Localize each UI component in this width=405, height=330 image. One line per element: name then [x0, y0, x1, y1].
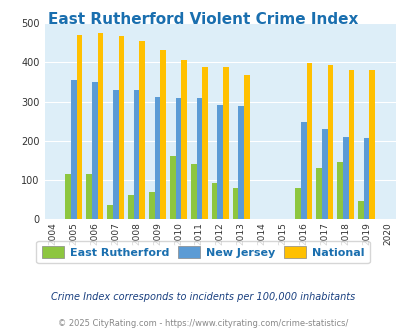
Bar [363, 138, 369, 219]
Bar [65, 174, 71, 219]
Bar [202, 67, 207, 219]
Bar [337, 162, 342, 219]
Bar [347, 70, 353, 219]
Bar [160, 50, 166, 219]
Bar [315, 168, 321, 219]
Bar [139, 41, 145, 219]
Bar [306, 63, 311, 219]
Bar [222, 67, 228, 219]
Bar [342, 137, 347, 219]
Bar [301, 122, 306, 219]
Bar [98, 33, 103, 219]
Bar [86, 174, 92, 219]
Bar [295, 188, 301, 219]
Bar [149, 192, 154, 219]
Bar [327, 65, 333, 219]
Bar [196, 98, 202, 219]
Bar [181, 60, 186, 219]
Bar [77, 35, 82, 219]
Bar [175, 98, 181, 219]
Bar [113, 90, 118, 219]
Bar [71, 81, 77, 219]
Bar [369, 70, 374, 219]
Bar [92, 82, 98, 219]
Bar [211, 182, 217, 219]
Bar [128, 195, 134, 219]
Bar [107, 205, 113, 219]
Text: Crime Index corresponds to incidents per 100,000 inhabitants: Crime Index corresponds to incidents per… [51, 292, 354, 302]
Bar [243, 75, 249, 219]
Bar [217, 105, 222, 219]
Text: © 2025 CityRating.com - https://www.cityrating.com/crime-statistics/: © 2025 CityRating.com - https://www.city… [58, 319, 347, 328]
Bar [238, 106, 243, 219]
Bar [154, 97, 160, 219]
Bar [170, 156, 175, 219]
Legend: East Rutherford, New Jersey, National: East Rutherford, New Jersey, National [36, 241, 369, 263]
Text: East Rutherford Violent Crime Index: East Rutherford Violent Crime Index [48, 12, 357, 26]
Bar [118, 36, 124, 219]
Bar [321, 129, 327, 219]
Bar [134, 90, 139, 219]
Bar [357, 201, 363, 219]
Bar [190, 164, 196, 219]
Bar [232, 188, 238, 219]
